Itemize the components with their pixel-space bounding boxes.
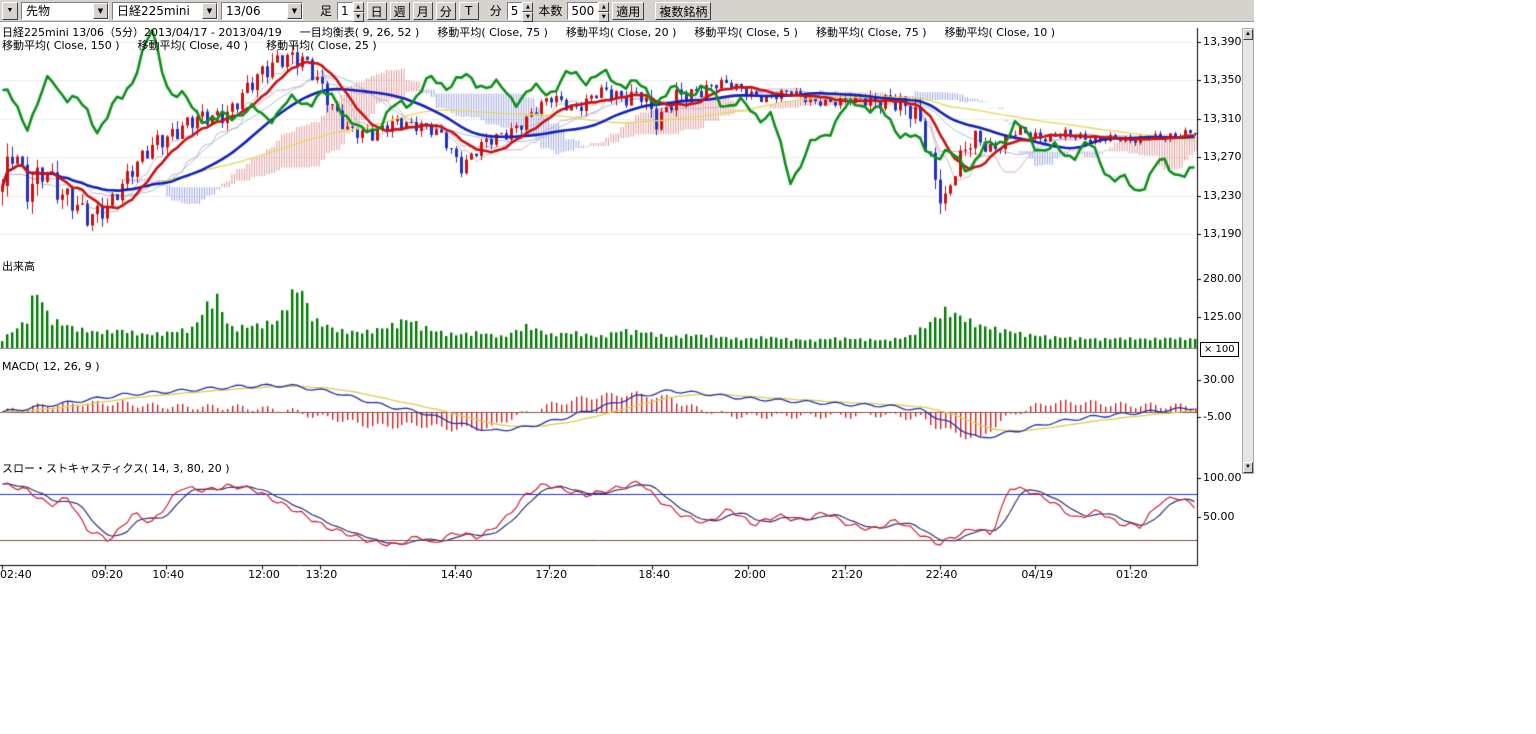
price-tick-label: 13,270 [1203,150,1242,163]
price-tick-label: 13,230 [1203,189,1242,202]
period-day-button[interactable]: 日 [367,2,387,20]
bars-count-label: 本数 [538,2,562,19]
multi-symbol-button[interactable]: 複数銘柄 [655,2,711,20]
contract-month-select[interactable]: 13/06 ▼ [221,2,303,20]
macd-tick-label: -5.00 [1203,410,1231,423]
legend-item: 移動平均( Close, 5 ) [694,26,798,39]
scroll-up-icon[interactable]: ▲ [1243,29,1253,40]
market-select-value: 先物 [22,2,93,19]
vertical-scrollbar[interactable]: ▲ ▼ [1242,28,1254,474]
x-axis-label: 13:20 [306,568,338,581]
stochastics-panel-label: スロー・ストキャスティクス( 14, 3, 80, 20 ) [2,460,230,476]
x-axis-label: 01:20 [1116,568,1148,581]
x-axis-label: 02:40 [0,568,32,581]
minute-label: 分 [490,2,502,19]
legend-row-2: 移動平均( Close, 150 ) 移動平均( Close, 40 ) 移動平均(… [2,37,395,53]
collapse-dropdown-button[interactable]: ▼ [2,2,18,20]
x-axis-label: 04/19 [1021,568,1053,581]
legend-item: 移動平均( Close, 20 ) [566,26,677,39]
minute-count-value: 5 [507,2,523,20]
scroll-down-icon[interactable]: ▼ [1243,462,1253,473]
bar-interval-spinner[interactable]: 1 ▲▼ [337,2,364,20]
x-axis-label: 18:40 [638,568,670,581]
chart-panel: 日経225mini 13/06（5分）2013/04/17 - 2013/04/… [0,22,1254,590]
apply-button[interactable]: 適用 [612,2,644,20]
price-tick-label: 13,190 [1203,227,1242,240]
minute-count-spinner[interactable]: 5 ▲▼ [507,2,534,20]
period-tick-button[interactable]: T [459,2,479,20]
spin-up-icon[interactable]: ▲ [598,2,609,12]
contract-month-value: 13/06 [222,4,287,18]
macd-panel-label: MACD( 12, 26, 9 ) [2,360,100,373]
stoch-tick-label: 50.00 [1203,510,1235,523]
bar-interval-value: 1 [337,2,353,20]
legend-item: 移動平均( Close, 150 ) [2,39,120,52]
spin-down-icon[interactable]: ▼ [353,12,364,22]
volume-tick-label: 280.00 [1203,272,1242,285]
x-axis-label: 14:40 [441,568,473,581]
x-axis-label: 20:00 [734,568,766,581]
x-axis-label: 10:40 [152,568,184,581]
legend-item: 移動平均( Close, 40 ) [138,39,249,52]
symbol-select[interactable]: 日経225mini ▼ [112,2,218,20]
period-month-button[interactable]: 月 [413,2,433,20]
price-tick-label: 13,310 [1203,112,1242,125]
volume-tick-label: 125.00 [1203,310,1242,323]
bars-count-spinner[interactable]: 500 ▲▼ [567,2,609,20]
spin-down-icon[interactable]: ▼ [522,12,533,22]
chart-canvas[interactable] [0,22,1254,590]
price-tick-label: 13,390 [1203,35,1242,48]
price-tick-label: 13,350 [1203,73,1242,86]
legend-item: 移動平均( Close, 10 ) [945,26,1056,39]
chevron-down-icon[interactable]: ▼ [287,3,302,19]
symbol-select-value: 日経225mini [113,2,202,19]
toolbar: ▼ 先物 ▼ 日経225mini ▼ 13/06 ▼ 足 1 ▲▼ 日 週 月 … [0,0,1254,22]
stoch-tick-label: 100.00 [1203,471,1242,484]
period-week-button[interactable]: 週 [390,2,410,20]
x-axis-label: 09:20 [91,568,123,581]
x-axis-label: 22:40 [926,568,958,581]
bar-type-label: 足 [320,2,332,19]
legend-item: 移動平均( Close, 75 ) [816,26,927,39]
bars-count-value: 500 [567,2,598,20]
x-axis-label: 17:20 [535,568,567,581]
chart-application-window: ▼ 先物 ▼ 日経225mini ▼ 13/06 ▼ 足 1 ▲▼ 日 週 月 … [0,0,1536,734]
x-axis-label: 21:20 [831,568,863,581]
chevron-down-icon[interactable]: ▼ [202,3,217,19]
spin-up-icon[interactable]: ▲ [522,2,533,12]
macd-tick-label: 30.00 [1203,373,1235,386]
market-select[interactable]: 先物 ▼ [21,2,109,20]
legend-item: 移動平均( Close, 25 ) [266,39,377,52]
x-axis-label: 12:00 [248,568,280,581]
spin-up-icon[interactable]: ▲ [353,2,364,12]
period-minute-button[interactable]: 分 [436,2,456,20]
spin-down-icon[interactable]: ▼ [598,12,609,22]
volume-panel-label: 出来高 [2,258,35,274]
legend-item: 移動平均( Close, 75 ) [437,26,548,39]
volume-multiplier-badge: × 100 [1200,342,1239,357]
chevron-down-icon[interactable]: ▼ [93,3,108,19]
